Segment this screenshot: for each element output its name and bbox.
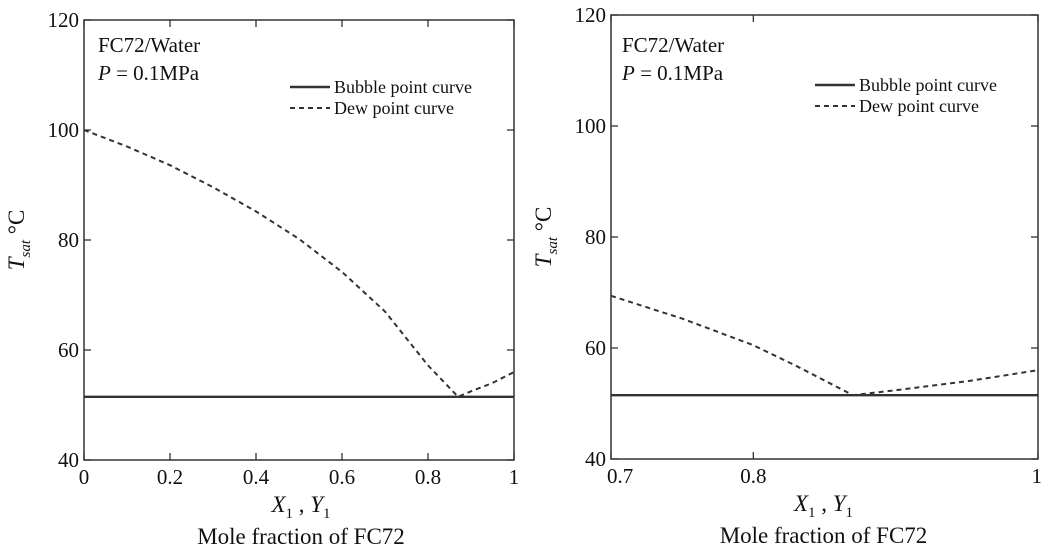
annotation-system: FC72/Water bbox=[622, 33, 724, 57]
x-tick-label: 0.7 bbox=[607, 464, 633, 488]
y-axis-label: Tsat °C bbox=[4, 210, 34, 271]
pressure-value: = 0.1MPa bbox=[635, 61, 724, 85]
x-label-sub2: 1 bbox=[846, 505, 854, 521]
x-tick-label: 0.8 bbox=[740, 464, 766, 488]
annotation-pressure: P = 0.1MPa bbox=[621, 61, 724, 85]
y-tick-label: 80 bbox=[585, 225, 606, 249]
x-label-sub2: 1 bbox=[323, 506, 331, 522]
x-label-var2: Y bbox=[833, 491, 848, 516]
legend-label: Dew point curve bbox=[859, 96, 979, 116]
x-tick-label: 0.6 bbox=[329, 465, 355, 489]
y-tick-label: 100 bbox=[575, 114, 607, 138]
x-tick-label: 1 bbox=[1032, 464, 1043, 488]
chart-panel-1: 40 60 80 100 120 0 0.2 0.4 0.6 0.8 1 Bubble point c… bbox=[4, 8, 519, 549]
y-label-var: T bbox=[4, 255, 29, 270]
y-tick-label: 60 bbox=[585, 336, 606, 360]
y-tick-label: 100 bbox=[48, 118, 80, 142]
y-label-unit: °C bbox=[531, 207, 556, 237]
legend-label: Bubble point curve bbox=[859, 75, 997, 95]
x-label-sub1: 1 bbox=[286, 506, 294, 522]
x-tick-label: 0 bbox=[79, 465, 90, 489]
pressure-var: P bbox=[97, 61, 111, 85]
dew-point-curve bbox=[83, 129, 515, 398]
legend-label: Dew point curve bbox=[334, 98, 454, 118]
legend-label: Bubble point curve bbox=[334, 77, 472, 97]
y-label-unit: °C bbox=[4, 210, 29, 240]
y-tick-label: 40 bbox=[585, 447, 606, 471]
y-tick-label: 80 bbox=[58, 228, 79, 252]
x-label-sub1: 1 bbox=[808, 505, 816, 521]
pressure-var: P bbox=[621, 61, 635, 85]
x-tick-label: 1 bbox=[509, 465, 520, 489]
y-axis-label: Tsat °C bbox=[531, 207, 561, 268]
y-tick-label: 60 bbox=[58, 338, 79, 362]
y-label-sub: sat bbox=[545, 236, 561, 254]
chart-panel-2: 40 60 80 100 120 0.7 0.8 1 Bubble point curveDew… bbox=[531, 3, 1042, 548]
y-label-var: T bbox=[531, 252, 556, 267]
x-label-sep: , bbox=[816, 491, 833, 516]
y-tick-label: 40 bbox=[58, 448, 79, 472]
x-label-var1: X bbox=[270, 492, 286, 517]
y-tick-label: 120 bbox=[575, 3, 607, 27]
x-tick-label: 0.2 bbox=[157, 465, 183, 489]
dew-point-curve bbox=[610, 294, 1039, 397]
x-axis-label: X1 , Y1 bbox=[270, 492, 330, 522]
x-axis-label: X1 , Y1 bbox=[793, 491, 853, 521]
x-label-var1: X bbox=[793, 491, 809, 516]
annotation-system: FC72/Water bbox=[98, 33, 200, 57]
pressure-value: = 0.1MPa bbox=[111, 61, 200, 85]
y-label-sub: sat bbox=[18, 239, 34, 257]
x-axis-label-line2: Mole fraction of FC72 bbox=[197, 524, 405, 549]
x-label-sep: , bbox=[293, 492, 310, 517]
x-axis-label-line2: Mole fraction of FC72 bbox=[720, 523, 928, 548]
x-tick-label: 0.8 bbox=[415, 465, 441, 489]
annotation-pressure: P = 0.1MPa bbox=[97, 61, 200, 85]
x-label-var2: Y bbox=[310, 492, 325, 517]
x-tick-label: 0.4 bbox=[243, 465, 270, 489]
y-tick-label: 120 bbox=[48, 8, 80, 32]
